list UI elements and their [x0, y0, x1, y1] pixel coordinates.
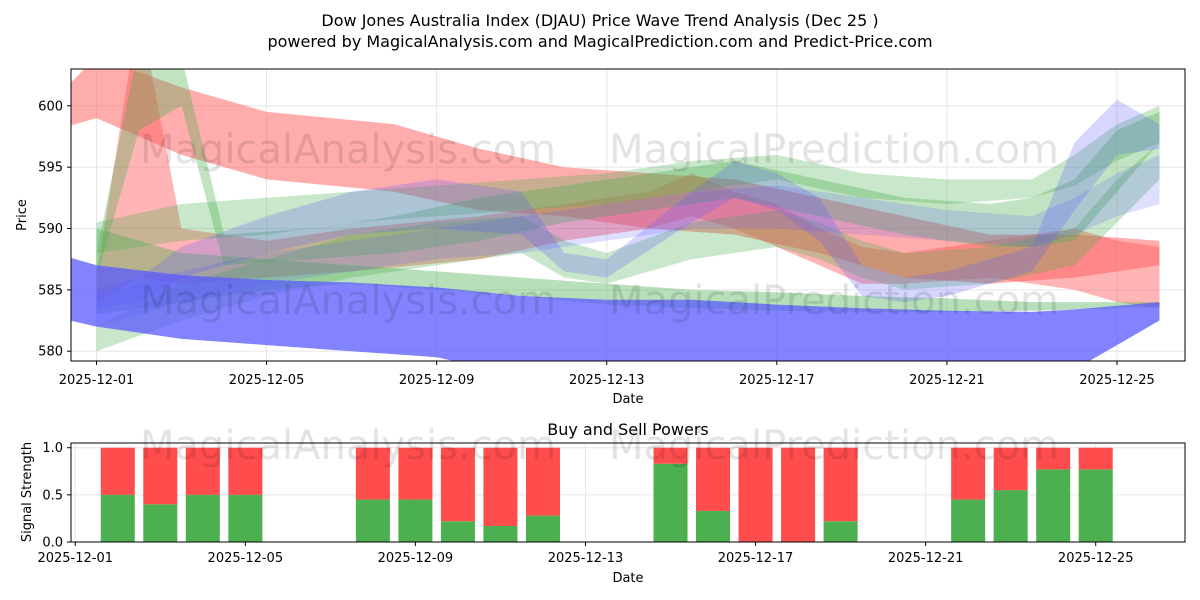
price-x-axis: 2025-12-01 2025-12-05 2025-12-09 2025-12-13… [59, 361, 1155, 388]
sell-bar [228, 447, 263, 495]
green-wave-high-band [96, 69, 1160, 278]
buy-bar [355, 499, 390, 542]
sell-bar [483, 447, 518, 526]
signal-watermarks: MagicalAnalysis.com MagicalPrediction.co… [140, 423, 1059, 469]
buy-bar [100, 494, 135, 542]
sell-bar [143, 447, 178, 505]
buy-bar [143, 504, 178, 542]
sell-bar [525, 447, 560, 516]
sell-bar [100, 447, 135, 495]
price-wave-bands [71, 69, 1160, 361]
buy-bar [653, 463, 688, 542]
sell-bar [951, 447, 986, 500]
chart-subtitle: powered by MagicalAnalysis.com and Magic… [267, 32, 932, 51]
watermark-right: MagicalPrediction.com [609, 127, 1059, 173]
price-x-label: Date [612, 392, 643, 407]
signal-watermark-left: MagicalAnalysis.com [140, 423, 556, 469]
green-wave-low-band [96, 142, 1160, 352]
chart-title: Dow Jones Australia Index (DJAU) Price W… [321, 11, 878, 30]
signal-x-tick-label: 2025-12-21 [888, 551, 964, 566]
price-x-tick-label: 2025-12-01 [59, 373, 135, 388]
green-wave-base-band [96, 228, 1160, 315]
sell-bar [1036, 447, 1071, 470]
signal-frame [70, 442, 1186, 543]
blue-wave-upper-band [96, 99, 1160, 309]
price-panel: MagicalAnalysis.com MagicalPrediction.co… [15, 68, 1186, 407]
buy-bar [1078, 469, 1113, 542]
price-y-tick-label: 590 [38, 222, 63, 237]
price-y-label: Price [15, 199, 30, 231]
price-x-tick-label: 2025-12-25 [1079, 373, 1155, 388]
price-y-tick-label: 595 [38, 161, 63, 176]
signal-x-tick-label: 2025-12-01 [37, 551, 113, 566]
sell-bar [440, 447, 475, 522]
price-frame [70, 68, 1186, 362]
signal-y-axis: 0.0 0.5 1.0 [42, 441, 71, 551]
buy-bar [398, 499, 433, 542]
sell-bar [185, 447, 220, 495]
sell-bar [993, 447, 1028, 491]
sell-bar [355, 447, 390, 500]
sell-bar [653, 447, 688, 464]
sell-bar [398, 447, 433, 500]
watermark-left: MagicalAnalysis.com [140, 127, 556, 173]
red-wave-lower-band [96, 69, 1160, 309]
watermark-right-lower: MagicalPrediction.com [609, 278, 1059, 324]
signal-x-axis: 2025-12-01 2025-12-05 2025-12-09 2025-12-13… [37, 542, 1133, 566]
buy-bar [483, 525, 518, 542]
blue-wave-lower-band [71, 257, 1160, 361]
sell-bar [738, 447, 773, 542]
buy-bar [228, 494, 263, 542]
price-y-tick-label: 600 [38, 99, 63, 114]
price-y-tick-label: 580 [38, 345, 63, 360]
buy-bar [185, 494, 220, 542]
signal-x-tick-label: 2025-12-09 [378, 551, 454, 566]
price-x-tick-label: 2025-12-05 [229, 373, 305, 388]
signal-watermark-right: MagicalPrediction.com [609, 423, 1059, 469]
sell-bar [1078, 447, 1113, 470]
price-x-tick-label: 2025-12-13 [569, 373, 645, 388]
signal-x-tick-label: 2025-12-25 [1058, 551, 1134, 566]
buy-bar [823, 521, 858, 542]
signal-panel: Buy and Sell Powers MagicalAnalysis.com … [20, 420, 1186, 586]
buy-bar [525, 515, 560, 542]
signal-y-label: Signal Strength [20, 442, 35, 542]
price-watermarks: MagicalAnalysis.com MagicalPrediction.co… [140, 127, 1059, 324]
buy-bar [951, 499, 986, 542]
price-x-tick-label: 2025-12-09 [399, 373, 475, 388]
buy-bar [440, 521, 475, 542]
signal-title: Buy and Sell Powers [547, 420, 709, 439]
red-wave-upper-band [71, 69, 1160, 284]
price-x-tick-label: 2025-12-21 [909, 373, 985, 388]
signal-x-tick-label: 2025-12-13 [548, 551, 624, 566]
price-y-axis: 580 585 590 595 600 [38, 99, 71, 360]
sell-bar [823, 447, 858, 522]
signal-y-tick-label: 0.5 [42, 488, 63, 503]
price-y-tick-label: 585 [38, 283, 63, 298]
signal-y-tick-label: 1.0 [42, 441, 63, 456]
buy-bar [1036, 469, 1071, 542]
buy-bar [993, 490, 1028, 542]
price-x-tick-label: 2025-12-17 [739, 373, 815, 388]
sell-bar [696, 447, 731, 511]
buy-bar [696, 510, 731, 542]
blue-wave-mid-band [96, 154, 1160, 327]
signal-x-tick-label: 2025-12-17 [718, 551, 794, 566]
green-wave-mid-band [96, 105, 1160, 253]
signal-y-tick-label: 0.0 [42, 536, 63, 551]
signal-bars [100, 447, 1113, 542]
signal-x-tick-label: 2025-12-05 [208, 551, 284, 566]
sell-bar [781, 447, 816, 542]
signal-x-label: Date [612, 571, 643, 586]
watermark-left-lower: MagicalAnalysis.com [140, 278, 556, 324]
